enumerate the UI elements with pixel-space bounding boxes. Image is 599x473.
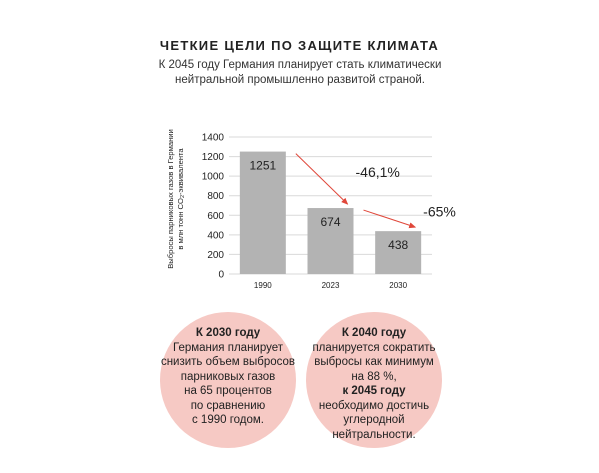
bubble-2040-line: нейтральности. — [332, 428, 416, 441]
chart-annotations: -46,1% -65% — [295, 153, 456, 229]
emissions-bar-chart: 0 200 400 600 800 1000 1200 1400 1251 674 438 199… — [202, 133, 456, 291]
bar-value-label: 1251 — [249, 159, 276, 173]
reduction-arrow — [295, 153, 349, 205]
bubble-2040-percent: на 88 %, — [351, 370, 397, 383]
reduction-arrow — [363, 209, 417, 229]
info-bubble-2040: К 2040 году планируется сократить выброс… — [306, 312, 442, 448]
bubble-2040-line: необходимо достичь — [318, 399, 430, 412]
bubble-2040-line: углеродной — [343, 414, 405, 426]
bubble-2030-line: Германия планирует — [172, 341, 284, 354]
bubble-2040-line: на 88 %, к 2045 году — [342, 370, 405, 399]
reduction-label: -46,1% — [356, 164, 400, 180]
subtitle-line-1: К 2045 году Германия планирует стать кли… — [158, 59, 442, 71]
bubble-2040-line: выбросы как минимум — [314, 356, 434, 368]
x-tick-label: 2023 — [322, 281, 340, 290]
chart-bars: 1251 674 438 — [239, 151, 422, 274]
x-tick-label: 1990 — [254, 281, 272, 290]
bubble-2040-heading: К 2040 году — [341, 327, 407, 339]
info-bubble-2030: К 2030 году Германия планирует снизить о… — [160, 312, 296, 448]
y-tick-label: 800 — [207, 191, 224, 202]
y-tick-label: 1400 — [202, 133, 225, 144]
page-title: ЧЕТКИЕ ЦЕЛИ ПО ЗАЩИТЕ КЛИМАТА — [159, 38, 440, 53]
y-tick-label: 400 — [207, 230, 224, 241]
x-axis-ticks: 1990 2023 2030 — [254, 281, 408, 290]
y-tick-label: 1200 — [202, 152, 225, 163]
bubble-2030-line: с 1990 годом. — [191, 414, 264, 426]
bubble-2040-line: планируется сократить — [312, 341, 436, 354]
reduction-label: -65% — [423, 204, 456, 220]
bubble-2030-line: парниковых газов — [180, 370, 276, 383]
bubble-2030-line: по сравнению — [190, 399, 266, 412]
bar-2023 — [307, 208, 354, 274]
bar-value-label: 438 — [388, 238, 408, 252]
bubble-2030-line: снизить объем выбросов — [160, 356, 296, 368]
page-subtitle: К 2045 году Германия планирует стать кли… — [140, 58, 460, 88]
y-tick-label: 600 — [207, 211, 224, 222]
bar-1990 — [239, 151, 286, 274]
bubble-2030-line: на 65 процентов — [184, 385, 272, 397]
bar-2030 — [375, 231, 422, 274]
y-tick-label: 1000 — [202, 172, 225, 183]
bubble-2030-heading: К 2030 году — [195, 327, 261, 339]
bubble-2040-emphasis: к 2045 году — [342, 385, 406, 397]
x-tick-label: 2030 — [389, 281, 407, 290]
bar-value-label: 674 — [320, 215, 340, 229]
y-tick-label: 200 — [207, 250, 224, 261]
y-axis-ticks: 0 200 400 600 800 1000 1200 1400 — [202, 133, 225, 281]
subtitle-line-2: нейтральной промышленно развитой страной… — [175, 74, 425, 86]
y-tick-label: 0 — [218, 270, 224, 281]
